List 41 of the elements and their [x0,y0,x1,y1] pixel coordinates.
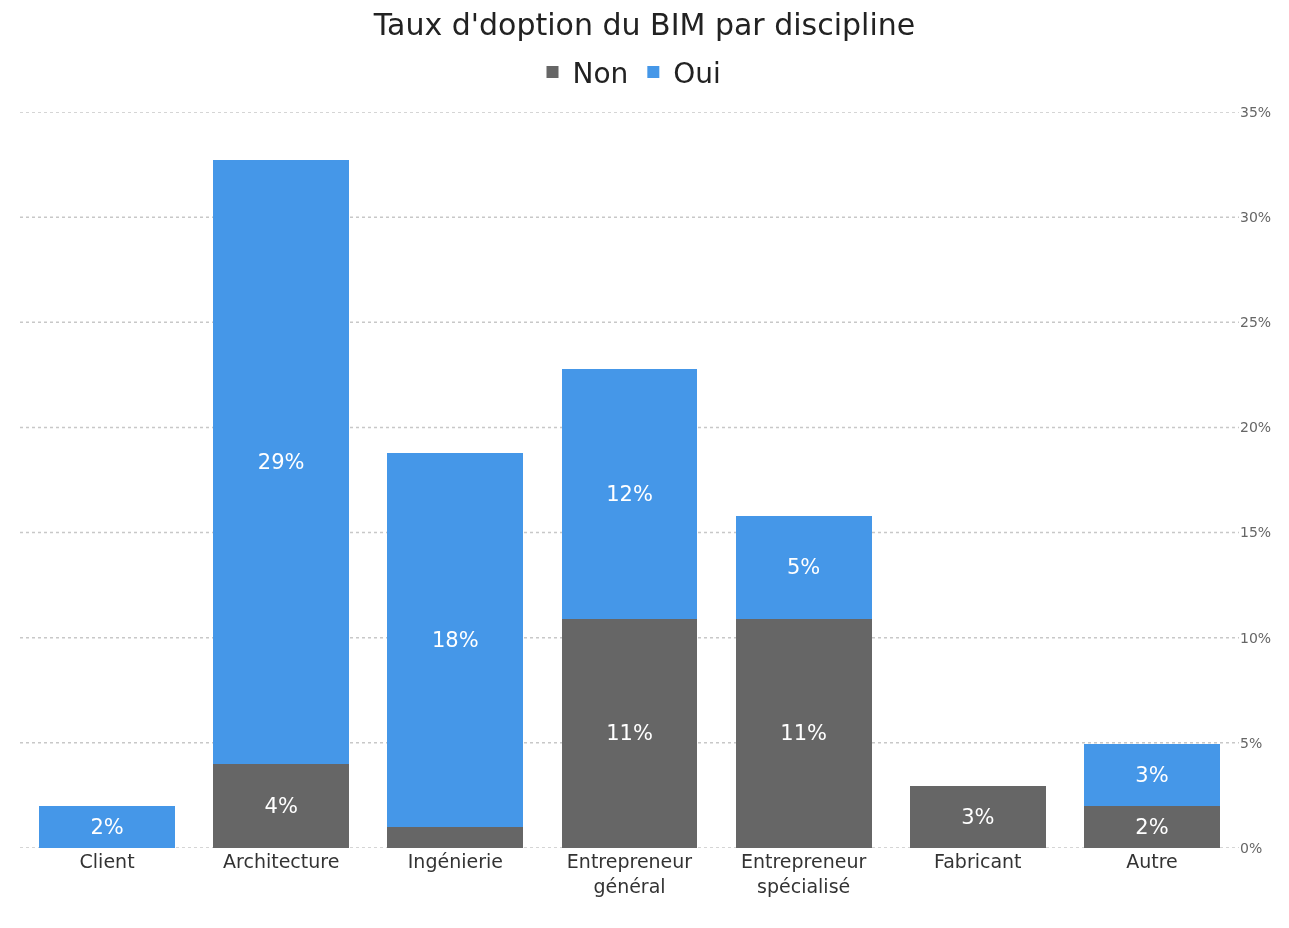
x-tick-label: Entrepreneur spécialisé [740,850,867,897]
bar [387,452,524,827]
data-label: 11% [780,721,827,746]
legend-label: Non [572,56,629,90]
y-tick-label: 30% [1240,209,1272,226]
data-label: 3% [961,804,995,829]
data-label: 4% [264,793,298,818]
data-label: 2% [1135,814,1169,839]
bar [909,785,1046,848]
y-tick-label: 5% [1240,734,1263,751]
bar [213,763,350,848]
bar [1084,805,1220,848]
y-tick-label: 25% [1240,314,1272,331]
x-tick-label: Client [79,850,135,872]
x-tick-label: Fabricant [934,850,1022,872]
y-tick-label: 35% [1240,103,1272,120]
data-label: 5% [786,555,821,580]
bar [387,826,524,848]
x-tick-label: Architecture [223,850,340,872]
y-tick-label: 10% [1240,629,1272,646]
data-label: 2% [90,814,124,839]
legend-label: Oui [673,56,721,90]
bar [561,618,698,848]
bar [1084,743,1220,806]
x-tick-label: Ingénierie [407,850,503,872]
bar [561,368,698,619]
data-label: 12% [606,481,653,506]
data-label: 18% [432,627,479,652]
bar [39,805,175,848]
x-tick-label: Entrepreneur général [566,850,693,897]
bar [213,160,350,764]
bar [735,515,872,619]
data-label: 3% [1135,762,1169,787]
y-tick-label: 15% [1240,524,1272,541]
data-label: 29% [257,450,305,475]
chart-title: Taux d'doption du BIM par discipline [372,6,916,42]
bar [735,618,872,848]
x-tick-label: Autre [1126,850,1178,872]
y-tick-label: 0% [1240,839,1263,856]
data-label: 11% [606,721,653,746]
y-tick-label: 20% [1240,419,1272,436]
